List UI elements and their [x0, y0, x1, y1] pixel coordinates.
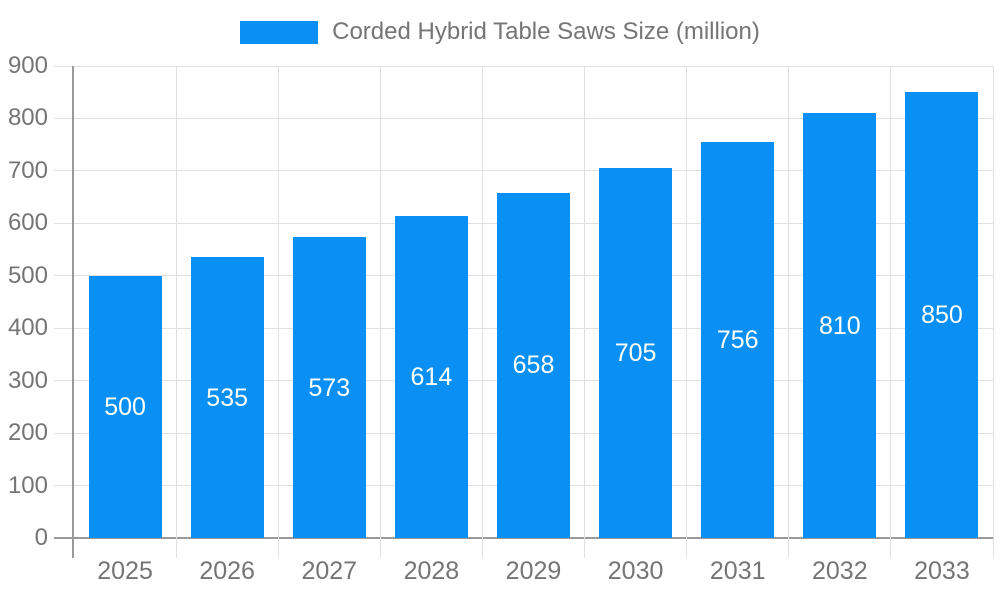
- bar[interactable]: [599, 168, 673, 538]
- bar[interactable]: [88, 275, 162, 538]
- y-tick-label: 800: [7, 104, 48, 132]
- v-gridline: [175, 66, 177, 558]
- v-gridline: [992, 66, 994, 558]
- v-gridline: [379, 66, 381, 558]
- x-tick-label: 2028: [403, 557, 460, 585]
- bar[interactable]: [292, 237, 366, 538]
- y-tick-label: 300: [7, 366, 48, 394]
- bar-value-label: 500: [104, 392, 146, 421]
- y-tick-label: 0: [34, 524, 48, 551]
- v-gridline: [277, 66, 279, 558]
- h-gridline: [54, 117, 993, 119]
- bar-value-label: 810: [818, 311, 861, 340]
- x-tick-label: 2033: [914, 557, 970, 585]
- bar-value-label: 573: [308, 373, 351, 402]
- bar-value-label: 614: [410, 362, 453, 391]
- x-axis-line: [54, 537, 993, 539]
- bar-value-label: 705: [614, 339, 657, 368]
- y-tick-label: 100: [7, 471, 48, 499]
- x-tick-label: 2026: [199, 557, 255, 585]
- v-gridline: [584, 66, 586, 558]
- x-tick-label: 2032: [812, 557, 868, 585]
- v-gridline: [481, 66, 483, 558]
- bar[interactable]: [190, 257, 264, 538]
- x-tick-label: 2031: [709, 557, 766, 585]
- bar[interactable]: [803, 113, 877, 538]
- legend-label: Corded Hybrid Table Saws Size (million): [332, 18, 760, 45]
- y-tick-label: 500: [7, 261, 48, 289]
- x-tick-label: 2030: [607, 557, 664, 585]
- h-gridline: [54, 170, 993, 172]
- v-gridline: [890, 66, 892, 558]
- x-tick-label: 2027: [301, 557, 358, 585]
- bar[interactable]: [701, 141, 775, 538]
- bar-value-label: 756: [716, 325, 759, 354]
- y-tick-label: 700: [7, 156, 48, 184]
- bar[interactable]: [905, 92, 979, 538]
- bar[interactable]: [497, 192, 570, 538]
- v-gridline: [788, 66, 790, 558]
- bar-value-label: 535: [206, 383, 249, 412]
- h-gridline: [54, 65, 993, 67]
- y-axis-line: [72, 66, 74, 558]
- x-tick-label: 2025: [97, 557, 153, 585]
- x-tick-label: 2029: [505, 557, 562, 585]
- y-tick-label: 400: [7, 314, 48, 342]
- legend-swatch: [240, 20, 319, 44]
- v-gridline: [686, 66, 688, 558]
- bar[interactable]: [394, 215, 468, 538]
- legend[interactable]: Corded Hybrid Table Saws Size (million): [0, 16, 1000, 48]
- y-tick-label: 200: [7, 419, 48, 447]
- bar-value-label: 850: [921, 301, 963, 330]
- y-tick-label: 900: [7, 52, 48, 79]
- bar-value-label: 658: [512, 351, 555, 380]
- y-tick-label: 600: [7, 209, 48, 237]
